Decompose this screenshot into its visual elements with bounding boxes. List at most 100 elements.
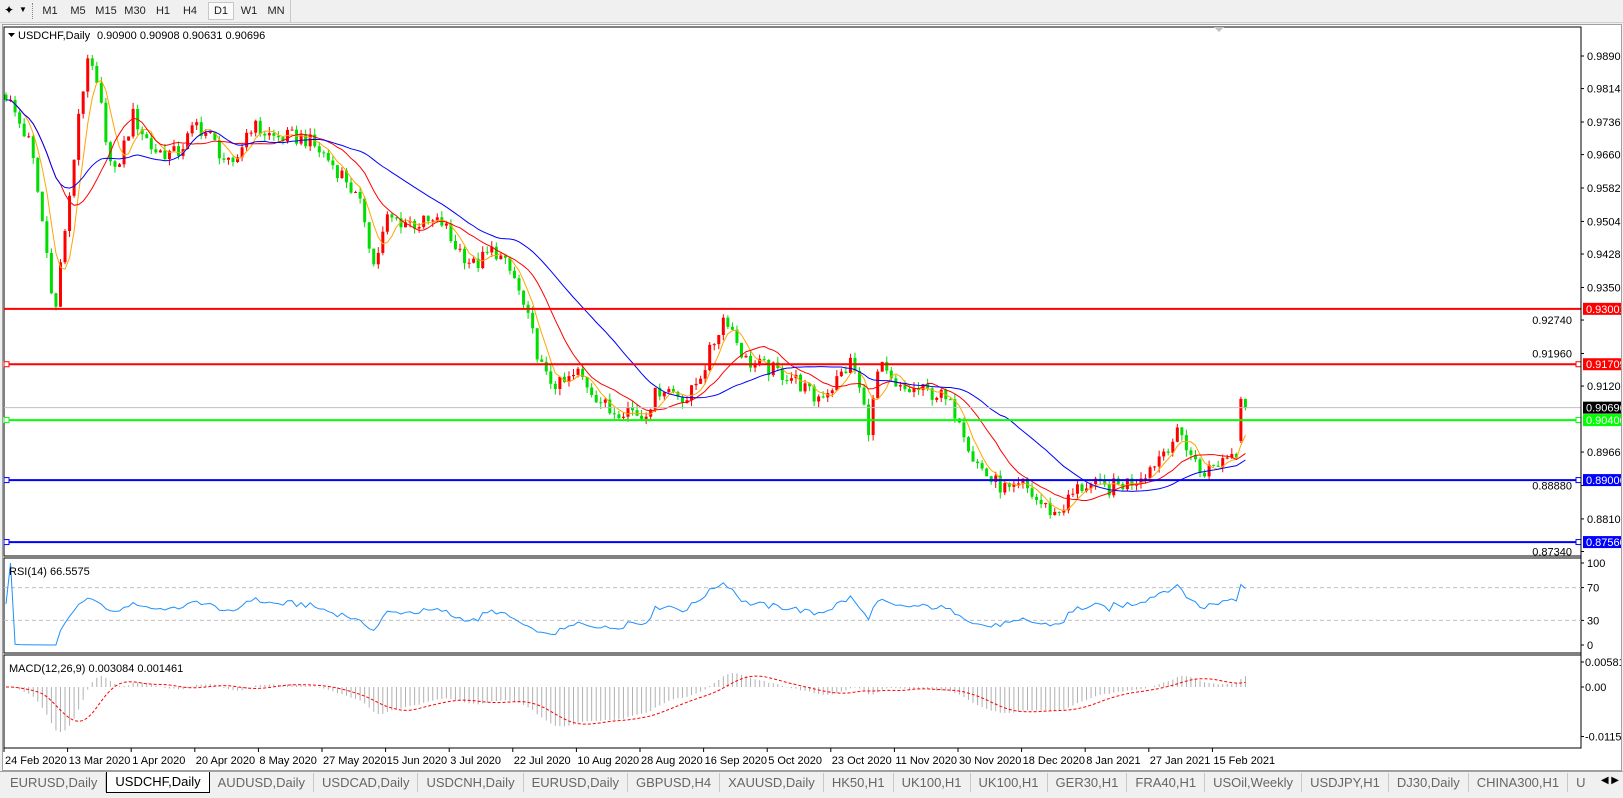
tab-audusd-daily[interactable]: AUDUSD,Daily — [210, 773, 315, 792]
candle[interactable] — [1198, 457, 1202, 478]
candle[interactable] — [739, 342, 743, 359]
level-handle-right[interactable] — [1575, 361, 1582, 368]
candle[interactable] — [86, 54, 90, 98]
candle[interactable] — [18, 110, 22, 129]
candle[interactable] — [358, 187, 362, 204]
candle[interactable] — [354, 190, 358, 193]
level-handle-right[interactable] — [1575, 539, 1582, 546]
candle[interactable] — [1066, 489, 1070, 514]
timeframe-h4-button[interactable]: H4 — [182, 5, 198, 17]
candle[interactable] — [31, 133, 35, 164]
candle[interactable] — [145, 132, 149, 139]
candle[interactable] — [966, 435, 970, 453]
candle[interactable] — [290, 126, 294, 131]
candle[interactable] — [880, 361, 884, 372]
candle[interactable] — [939, 388, 943, 403]
candle[interactable] — [1193, 450, 1197, 463]
tab-uk100-h1[interactable]: UK100,H1 — [894, 773, 971, 792]
candle[interactable] — [1057, 511, 1061, 516]
candle[interactable] — [749, 351, 753, 373]
candle[interactable] — [499, 252, 503, 260]
candle[interactable] — [199, 116, 203, 140]
timeframe-h1-button[interactable]: H1 — [155, 5, 171, 17]
candle[interactable] — [490, 241, 494, 257]
candle[interactable] — [376, 247, 380, 269]
candle[interactable] — [385, 211, 389, 235]
candle[interactable] — [326, 149, 330, 163]
candle[interactable] — [1030, 482, 1034, 500]
candle[interactable] — [399, 211, 403, 234]
candle[interactable] — [553, 381, 557, 395]
candle[interactable] — [730, 322, 734, 331]
candle[interactable] — [930, 386, 934, 406]
candle[interactable] — [1053, 507, 1057, 516]
timeframe-m1-button[interactable]: M1 — [42, 5, 58, 17]
candle[interactable] — [590, 383, 594, 398]
candle[interactable] — [767, 359, 771, 382]
candle[interactable] — [894, 374, 898, 387]
candle[interactable] — [835, 370, 839, 391]
candle[interactable] — [1080, 482, 1084, 494]
candle[interactable] — [453, 234, 457, 251]
candle[interactable] — [817, 394, 821, 408]
candle[interactable] — [572, 369, 575, 380]
candle[interactable] — [1153, 465, 1157, 471]
candle[interactable] — [558, 376, 562, 396]
candle[interactable] — [313, 128, 317, 148]
candle[interactable] — [163, 143, 167, 162]
timeframe-m5-button[interactable]: M5 — [70, 5, 86, 17]
candle[interactable] — [131, 102, 135, 139]
candle[interactable] — [1112, 473, 1116, 498]
candle[interactable] — [172, 139, 176, 152]
tab-fra40-h1[interactable]: FRA40,H1 — [1127, 773, 1206, 792]
candle[interactable] — [1003, 480, 1007, 496]
candle[interactable] — [104, 97, 108, 146]
candle[interactable] — [953, 393, 957, 423]
candle[interactable] — [585, 377, 589, 394]
candle[interactable] — [658, 383, 662, 401]
timeframe-w1-button[interactable]: W1 — [240, 5, 258, 17]
candle[interactable] — [263, 131, 267, 142]
candle[interactable] — [494, 242, 498, 261]
candle[interactable] — [821, 391, 825, 399]
candle[interactable] — [976, 458, 980, 469]
candle[interactable] — [799, 373, 802, 392]
candle[interactable] — [744, 353, 748, 358]
candle[interactable] — [508, 256, 512, 275]
candle[interactable] — [531, 306, 535, 334]
candle[interactable] — [667, 386, 671, 394]
tab-usdjpy-h1[interactable]: USDJPY,H1 — [1302, 773, 1389, 792]
candle[interactable] — [735, 325, 739, 346]
candle[interactable] — [1243, 398, 1247, 411]
level-handle-right[interactable] — [1575, 417, 1582, 424]
candle[interactable] — [1203, 469, 1207, 478]
tab-usdchf-daily[interactable]: USDCHF,Daily — [106, 772, 210, 793]
candle[interactable] — [1012, 480, 1016, 493]
tab-ger30-h1[interactable]: GER30,H1 — [1048, 773, 1128, 792]
candle[interactable] — [331, 156, 335, 170]
candle[interactable] — [1098, 473, 1102, 484]
candle[interactable] — [127, 136, 131, 141]
candle[interactable] — [158, 149, 162, 153]
candle[interactable] — [222, 152, 226, 163]
candle[interactable] — [122, 135, 126, 168]
candle[interactable] — [317, 141, 321, 158]
tab-china300-h1[interactable]: CHINA300,H1 — [1469, 773, 1569, 792]
candle[interactable] — [839, 368, 843, 377]
candle[interactable] — [276, 131, 280, 142]
candle[interactable] — [522, 290, 526, 309]
candle[interactable] — [485, 246, 489, 255]
candle[interactable] — [140, 126, 144, 141]
candle[interactable] — [154, 144, 158, 154]
candle[interactable] — [77, 108, 81, 166]
candle[interactable] — [876, 369, 880, 399]
candle[interactable] — [1016, 477, 1020, 489]
candle[interactable] — [90, 54, 94, 71]
candle[interactable] — [1130, 474, 1134, 490]
candle[interactable] — [617, 410, 621, 420]
candle[interactable] — [1175, 423, 1179, 443]
candle[interactable] — [1225, 454, 1229, 460]
candle[interactable] — [540, 354, 544, 363]
